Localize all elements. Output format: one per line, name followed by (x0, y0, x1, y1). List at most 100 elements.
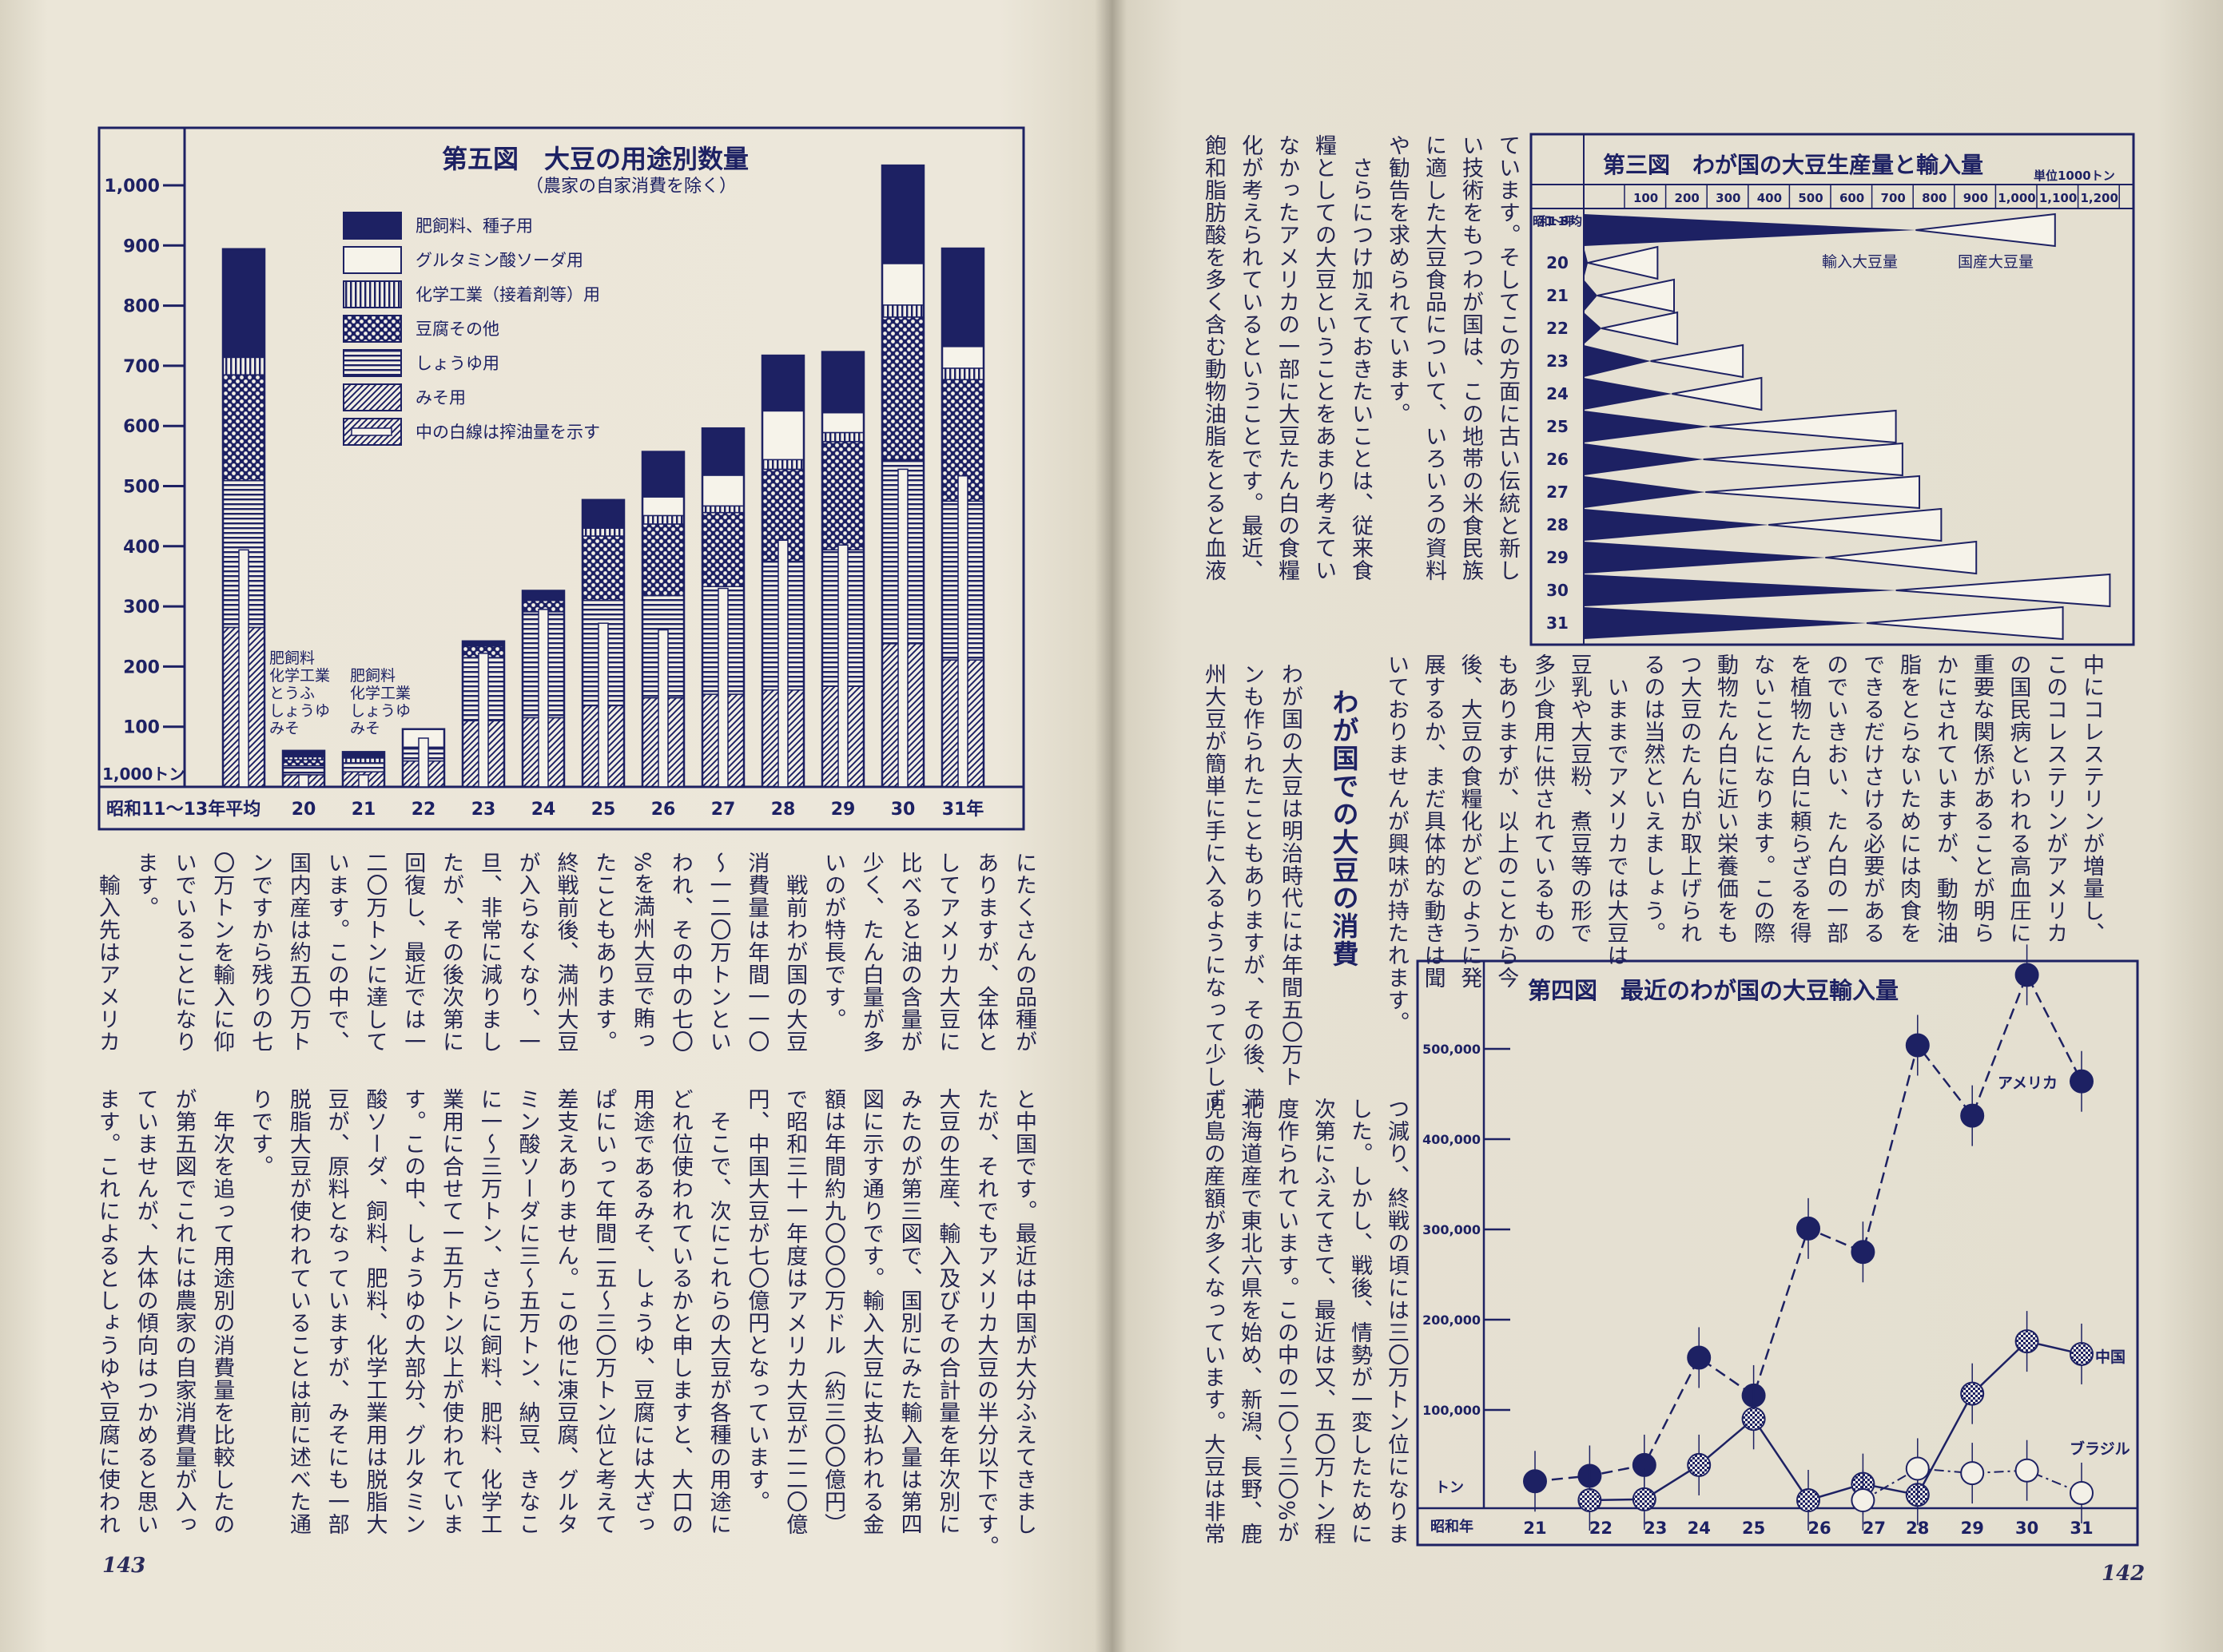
figure-5-stacked-bar-chart: 第五図 大豆の用途別数量 （農家の自家消費を除く） 1,000トン 100 200… (97, 126, 1025, 831)
oil-pressed-bar (478, 653, 489, 788)
text-column: 展するか、まだ具体的な動きは聞 (1420, 653, 1446, 989)
x-tick-label: 600 (1839, 191, 1864, 205)
import-wedge (1584, 312, 1602, 344)
x-tick-label: 26 (651, 800, 676, 820)
left-page-upper-text: にたくさんの品種が ありますが、全体と してアメリカ大豆に 比べると油の含量が 少く、た… (88, 852, 1043, 1053)
x-tick-label: 23 (471, 800, 496, 820)
text-column: い技術をもつわが国は、この地帯の米食民族 (1458, 134, 1483, 582)
text-column: 〇万トンを輸入に仰 (209, 852, 235, 1053)
x-tick-label: 25 (591, 800, 616, 820)
x-tick-label: 400 (1757, 191, 1782, 205)
legend-label: 化学工業（接着剤等）用 (416, 285, 600, 304)
data-point (1741, 1407, 1766, 1432)
right-page-top-text: ています。そしてこの方面に古い伝統と新し い技術をもつわが国は、この地帯の米食民族… (1195, 134, 1525, 582)
domestic-wedge (1825, 540, 1978, 575)
x-tick-label: 29 (831, 800, 856, 820)
y-tick-label: 200,000 (1422, 1312, 1481, 1328)
y-tick-label: 1,000 (104, 177, 160, 197)
bar-segment (342, 757, 385, 764)
x-tick-label: 500 (1798, 191, 1823, 205)
text-column: 豆乳や大豆粉、煮豆等の形で (1566, 653, 1592, 944)
bar-segment (821, 351, 865, 414)
oil-pressed-bar (598, 622, 609, 788)
text-column: みたのが第三図で、国別にみた輸入量は第四 (897, 1088, 922, 1535)
data-point (1851, 1488, 1875, 1512)
figure-4-x-label: 昭和年 (1430, 1518, 1473, 1535)
text-column: 国内産は約五〇万ト (285, 852, 311, 1053)
text-column: たこともあります。 (591, 852, 617, 1053)
data-point (1796, 1488, 1820, 1512)
section-heading: わが国での大豆の消費 (1328, 689, 1359, 968)
text-column: できるだけさける必要がある (1859, 653, 1885, 944)
text-column: 酸ソーダ、飼料、肥料、化学工業用は脱脂大 (362, 1088, 388, 1535)
x-tick-label: 24 (1688, 1519, 1711, 1538)
bar-segment (582, 527, 625, 537)
text-column: いておりませんが興味が持たれます。 (1383, 653, 1409, 1034)
text-column: ていませんが、大体の傾向はつかめると思い (133, 1088, 158, 1535)
text-column: いのが特長です。 (821, 852, 846, 1031)
text-column: 円、中国大豆が七〇億円となっています。 (744, 1088, 770, 1513)
text-column: 北海道産で東北六県を始め、新潟、長野、鹿 (1237, 1098, 1262, 1545)
text-column: ます。 (133, 852, 158, 919)
domestic-wedge (1587, 245, 1659, 280)
bar-annotation: とうふ (269, 685, 315, 702)
text-column: にたくさんの品種が (1012, 852, 1036, 1053)
bar-segment (522, 590, 565, 602)
legend-domestic: 国産大豆量 (1958, 253, 2034, 271)
row-label: 29 (1546, 548, 1569, 567)
series-label-china: 中国 (2095, 1348, 2126, 1366)
domestic-wedge (1703, 442, 1903, 477)
text-column: 重要な関係があることが明ら (1969, 653, 1994, 944)
row-label: 26 (1546, 450, 1569, 469)
figure-5-frame (97, 126, 1025, 831)
text-column: かにされていますが、動物油 (1932, 653, 1958, 944)
x-tick-label: 27 (1863, 1519, 1886, 1538)
text-column: われ、その中の七〇 (667, 852, 693, 1053)
import-wedge (1584, 247, 1589, 279)
y-tick-label: 400,000 (1422, 1132, 1481, 1147)
bar-segment (821, 411, 865, 434)
data-point (2070, 1069, 2094, 1094)
text-column: 旦、非常に減りまし (476, 852, 502, 1053)
text-column: 児島の産額が多くなっています。大豆は非常 (1200, 1098, 1225, 1545)
y-tick-label: 900 (123, 236, 160, 256)
bar-segment (821, 441, 865, 551)
text-column: そこで、次にこれらの大豆が各種の用途に (706, 1088, 731, 1535)
figure-5-subtitle: （農家の自家消費を除く） (526, 177, 737, 197)
bar-segment (642, 496, 685, 517)
page-number-left: 143 (102, 1554, 146, 1578)
text-column: もありますが、以上のことから今 (1493, 653, 1519, 989)
legend-label: 豆腐その他 (416, 320, 499, 339)
x-tick-label: 23 (1644, 1519, 1667, 1538)
text-column: 〜一二〇万トンとい (706, 852, 731, 1053)
data-point (2014, 963, 2039, 987)
x-tick-label: 21 (352, 800, 376, 820)
text-column: 額は年間約九〇〇〇万ドル（約三〇〇億円） (821, 1088, 846, 1535)
row-label: 昭和11〜13平均 (1533, 214, 1582, 228)
bar-annotation: みそ (350, 720, 380, 737)
text-column: つ大豆のたん白が取上げられ (1676, 653, 1702, 944)
text-column: 用途であるみそ、しょうゆ、豆腐には大ざっ (630, 1088, 655, 1535)
data-point (1905, 1456, 1930, 1481)
row-label: 22 (1546, 319, 1569, 338)
data-point (1960, 1461, 1985, 1486)
y-tick-label: 800 (123, 297, 160, 317)
series-label-america: アメリカ (1998, 1074, 2058, 1092)
import-wedge (1584, 607, 1867, 639)
text-column: 輸入先はアメリカ (94, 852, 120, 1053)
text-column: と中国です。最近は中国が大分ふえてきまし (1012, 1088, 1036, 1535)
figure-5-unit-label: 1,000トン (102, 764, 185, 784)
text-column: ありますが、全体と (973, 852, 999, 1053)
bar-segment (582, 499, 625, 529)
import-wedge (1584, 509, 1769, 541)
bar-segment (881, 316, 925, 461)
bar-annotation: しょうゆ (269, 702, 330, 720)
text-column: に一〜三万トン、さらに飼料、肥料、化学工 (476, 1088, 502, 1535)
x-tick-label: 700 (1881, 191, 1906, 205)
data-point (2070, 1480, 2094, 1505)
bar-segment (282, 759, 325, 767)
bar-segment (762, 355, 805, 412)
domestic-wedge (1601, 311, 1679, 346)
y-tick-label: 500 (123, 478, 160, 498)
